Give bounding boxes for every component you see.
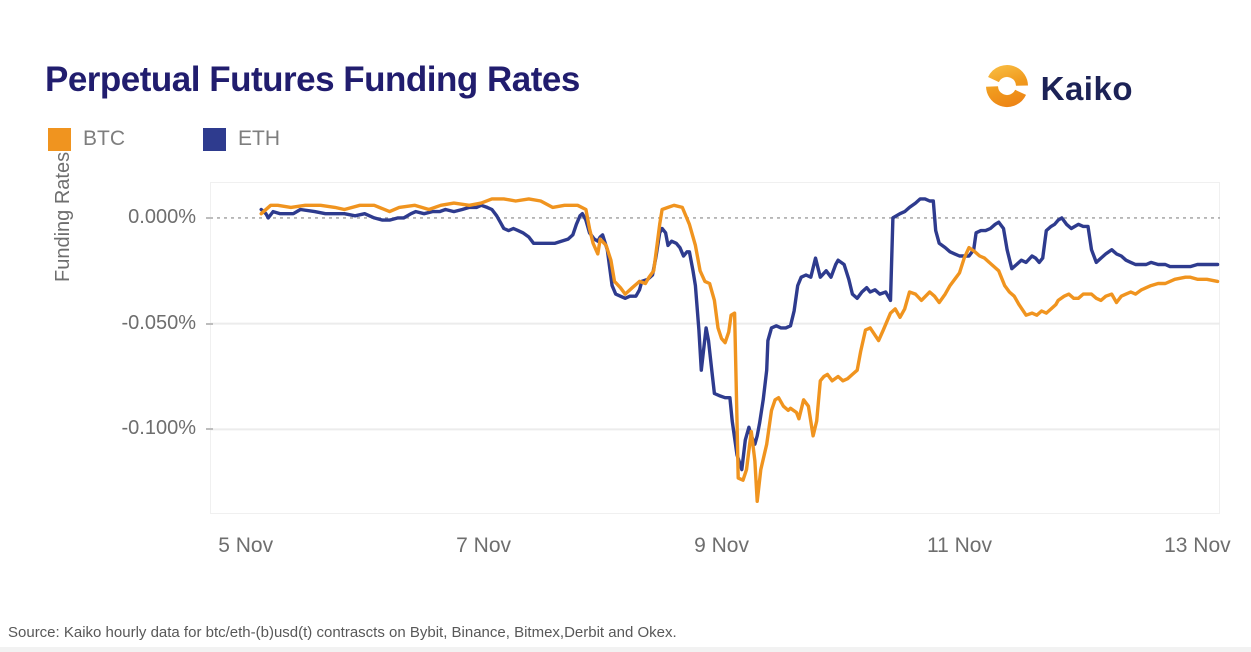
x-tick-label: 9 Nov: [694, 534, 749, 557]
kaiko-wordmark: Kaiko: [1040, 69, 1133, 107]
kaiko-swirl-icon: [983, 62, 1031, 115]
btc-swatch-icon: [48, 127, 71, 151]
page-title: Perpetual Futures Funding Rates: [45, 60, 580, 99]
y-tick-label: -0.100%: [121, 417, 197, 440]
source-note: Source: Kaiko hourly data for btc/eth-(b…: [8, 624, 677, 641]
y-axis-title: Funding Rates: [52, 151, 74, 282]
x-tick-label: 11 Nov: [926, 534, 992, 557]
legend-label-eth: ETH: [238, 127, 280, 150]
legend-item-eth: ETH: [203, 127, 280, 151]
legend-label-btc: BTC: [83, 127, 125, 150]
y-tick-label: -0.050%: [121, 311, 197, 334]
x-tick-label: 13 Nov: [1164, 534, 1231, 557]
chart-legend: BTC ETH: [48, 127, 358, 151]
legend-item-btc: BTC: [48, 127, 125, 151]
kaiko-logo: Kaiko: [983, 62, 1133, 115]
y-tick-mark: [206, 322, 213, 325]
y-tick-mark: [206, 428, 213, 431]
x-tick-label: 5 Nov: [218, 534, 274, 557]
y-tick-mark: [206, 216, 213, 219]
y-tick-label: 0.000%: [128, 205, 196, 228]
x-tick-label: 7 Nov: [456, 534, 512, 557]
plot-border: [210, 182, 1220, 514]
eth-swatch-icon: [203, 127, 226, 151]
btc-series-line: [259, 197, 1220, 503]
eth-series-line: [259, 197, 1220, 472]
bottom-strip: [0, 647, 1251, 652]
plot-area: [210, 182, 1220, 514]
